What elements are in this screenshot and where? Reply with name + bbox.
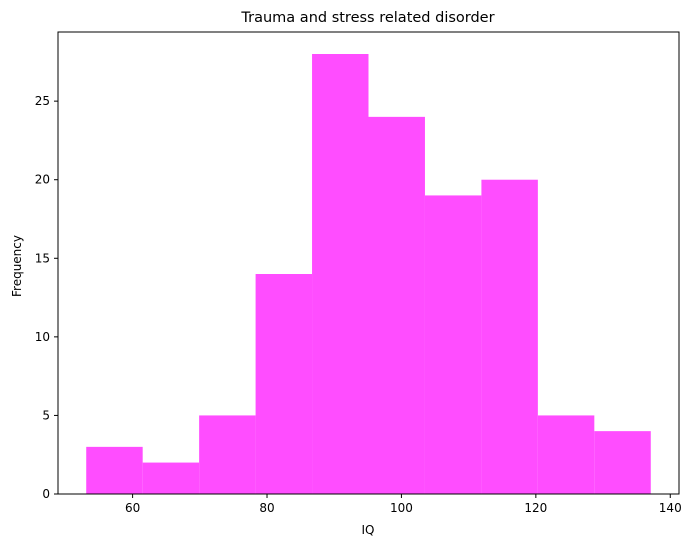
x-tick-label: 100 <box>390 501 413 515</box>
plot-frame <box>57 31 680 495</box>
x-tick-label: 60 <box>125 501 140 515</box>
histogram-bar <box>594 431 651 494</box>
histogram-bar <box>142 462 200 494</box>
chart-title: Trauma and stress related disorder <box>240 10 494 26</box>
histogram-bar <box>481 179 538 494</box>
x-tick-label: 140 <box>659 501 682 515</box>
histogram-bar <box>86 446 143 494</box>
x-tick-label: 80 <box>259 501 274 515</box>
histogram-bar <box>537 415 595 494</box>
histogram-bar <box>255 274 313 494</box>
histogram-bar <box>368 116 425 494</box>
histogram-bar <box>199 415 256 494</box>
bars-layer <box>86 54 651 494</box>
x-tick-label: 120 <box>524 501 547 515</box>
ticks-layer: 60 80 100 120 140 0 5 10 15 20 25 <box>35 94 682 515</box>
y-tick-label: 0 <box>42 487 50 501</box>
histogram-bar <box>424 195 482 494</box>
histogram-bar <box>312 54 369 494</box>
y-tick-label: 20 <box>35 173 50 187</box>
y-tick-label: 25 <box>35 94 50 108</box>
y-axis-label: Frequency <box>10 235 24 297</box>
x-axis-label: IQ <box>362 523 375 537</box>
y-tick-label: 5 <box>42 408 50 422</box>
y-tick-label: 10 <box>35 330 50 344</box>
y-tick-label: 15 <box>35 251 50 265</box>
axes-layer <box>57 31 680 495</box>
